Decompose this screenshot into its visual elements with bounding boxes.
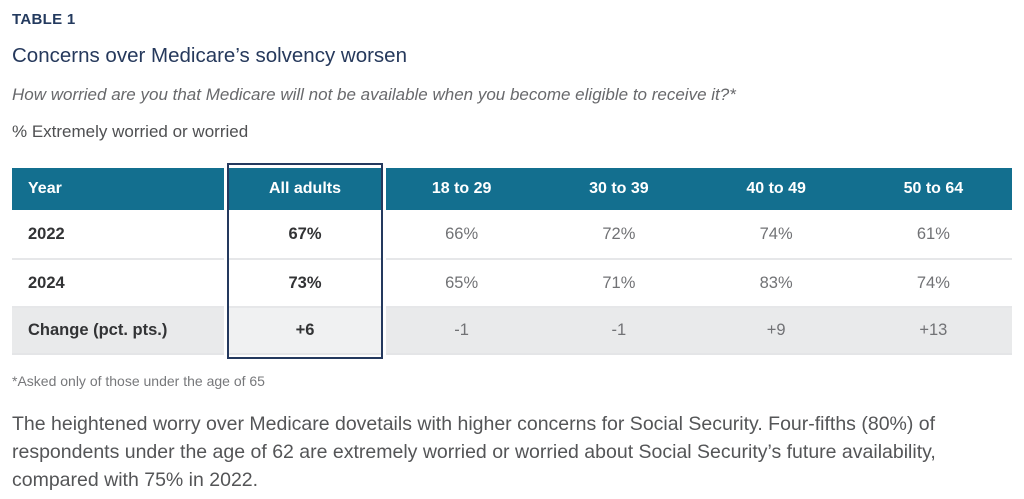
column-header-50-64: 50 to 64 [903,180,964,197]
footnote: *Asked only of those under the age of 65 [12,373,265,389]
column-header-40-49: 40 to 49 [746,180,806,197]
table-title: Concerns over Medicare’s solvency worsen [12,44,407,67]
value-30-39: 71% [602,273,636,292]
column-header-30-39: 30 to 39 [589,180,649,197]
measure-label: % Extremely worried or worried [12,122,249,141]
row-label: Change (pct. pts.) [28,321,168,339]
value-50-64: 74% [916,273,950,292]
value-18-29: -1 [454,321,469,339]
table-row-change: Change (pct. pts.) +6 -1 -1 +9 +13 [12,306,1012,355]
value-30-39: -1 [611,321,627,339]
column-header-year: Year [28,180,62,197]
value-all-adults: 73% [288,273,322,292]
value-18-29: 65% [445,273,479,292]
value-18-29: 66% [445,224,479,243]
value-50-64: +13 [919,321,948,339]
survey-question: How worried are you that Medicare will n… [12,85,736,104]
table-kicker: TABLE 1 [12,11,76,28]
body-paragraph: The heightened worry over Medicare dovet… [12,413,936,491]
table-header-row: Year All adults 18 to 29 30 to 39 40 to … [12,168,1012,210]
table-row-2024: 2024 73% 65% 71% 83% 74% [12,258,1012,306]
value-all-adults: 67% [288,224,322,243]
value-40-49: 83% [759,273,793,292]
value-30-39: 72% [602,224,636,243]
column-header-all-adults: All adults [268,180,341,197]
value-50-64: 61% [916,224,950,243]
table-row-2022: 2022 67% 66% 72% 74% 61% [12,210,1012,258]
value-40-49: 74% [759,224,793,243]
value-40-49: +9 [766,321,786,339]
value-all-adults: +6 [227,308,383,353]
row-label: 2024 [28,273,65,292]
data-table: Year All adults 18 to 29 30 to 39 40 to … [12,163,1012,359]
row-label: 2022 [28,224,65,243]
column-header-18-29: 18 to 29 [431,180,492,197]
